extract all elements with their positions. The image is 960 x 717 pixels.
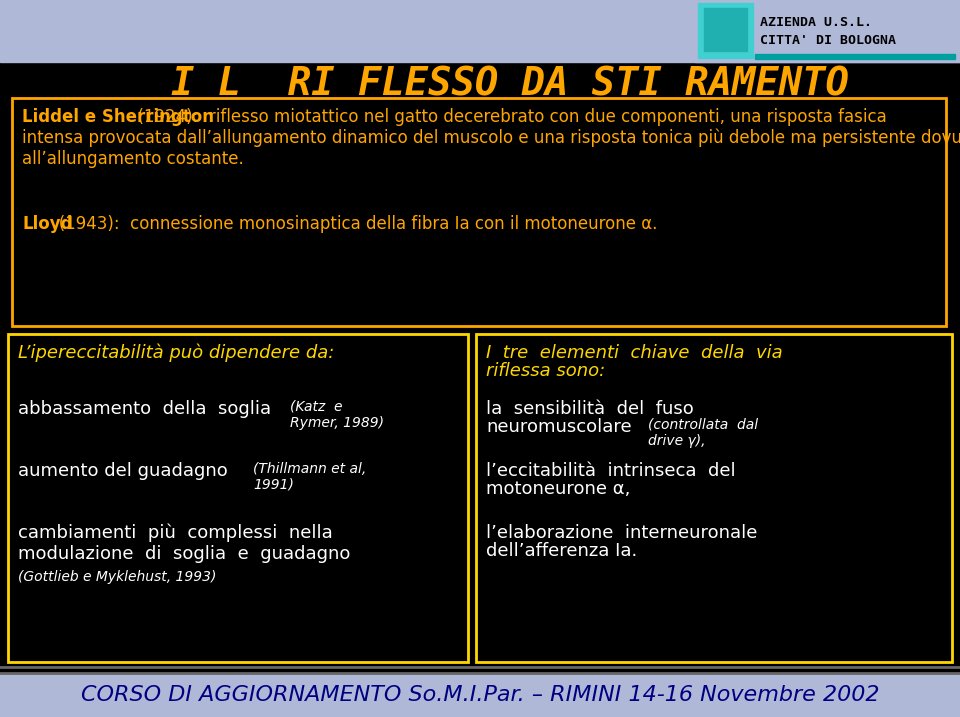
Text: (controllata  dal: (controllata dal — [648, 418, 758, 432]
Bar — [0, 674, 960, 717]
Text: aumento del guadagno: aumento del guadagno — [18, 462, 228, 480]
Text: riflessa sono:: riflessa sono: — [486, 362, 605, 380]
Text: Lloyd: Lloyd — [22, 215, 73, 233]
Text: L’ipereccitabilità può dipendere da:: L’ipereccitabilità può dipendere da: — [18, 344, 334, 363]
Text: CITTA' DI BOLOGNA: CITTA' DI BOLOGNA — [760, 34, 896, 47]
Text: 1991): 1991) — [253, 478, 294, 492]
Text: I L  RI FLESSO DA STI RAMENTO: I L RI FLESSO DA STI RAMENTO — [171, 66, 849, 104]
Text: (1924):  riflesso miotattico nel gatto decerebrato con due componenti, una rispo: (1924): riflesso miotattico nel gatto de… — [22, 108, 960, 168]
Text: Liddel e Sherrington: Liddel e Sherrington — [22, 108, 214, 126]
Bar — [8, 334, 468, 662]
Bar — [695, 0, 960, 62]
Text: cambiamenti  più  complessi  nella
modulazione  di  soglia  e  guadagno: cambiamenti più complessi nella modulazi… — [18, 524, 350, 564]
Bar — [476, 334, 952, 662]
Text: I  tre  elementi  chiave  della  via: I tre elementi chiave della via — [486, 344, 782, 362]
Bar — [698, 3, 753, 58]
Bar — [755, 54, 955, 59]
Text: (Katz  e: (Katz e — [290, 400, 343, 414]
Text: Rymer, 1989): Rymer, 1989) — [290, 416, 384, 430]
Text: neuromuscolare: neuromuscolare — [486, 418, 632, 436]
Text: (1943):  connessione monosinaptica della fibra Ia con il motoneurone α.: (1943): connessione monosinaptica della … — [22, 215, 658, 233]
Text: CORSO DI AGGIORNAMENTO So.M.I.Par. – RIMINI 14-16 Novembre 2002: CORSO DI AGGIORNAMENTO So.M.I.Par. – RIM… — [81, 685, 879, 705]
Text: abbassamento  della  soglia: abbassamento della soglia — [18, 400, 271, 418]
Bar — [704, 8, 747, 51]
Text: la  sensibilità  del  fuso: la sensibilità del fuso — [486, 400, 694, 418]
Text: (Gottlieb e Myklehust, 1993): (Gottlieb e Myklehust, 1993) — [18, 570, 216, 584]
Text: l’elaborazione  interneuronale: l’elaborazione interneuronale — [486, 524, 757, 542]
Text: motoneurone α,: motoneurone α, — [486, 480, 631, 498]
Text: drive γ),: drive γ), — [648, 434, 706, 448]
Text: l’eccitabilità  intrinseca  del: l’eccitabilità intrinseca del — [486, 462, 735, 480]
Bar — [0, 0, 960, 62]
Text: AZIENDA U.S.L.: AZIENDA U.S.L. — [760, 16, 872, 29]
Text: dell’afferenza Ia.: dell’afferenza Ia. — [486, 542, 637, 560]
Text: (Thillmann et al,: (Thillmann et al, — [253, 462, 367, 476]
Bar — [12, 98, 946, 326]
